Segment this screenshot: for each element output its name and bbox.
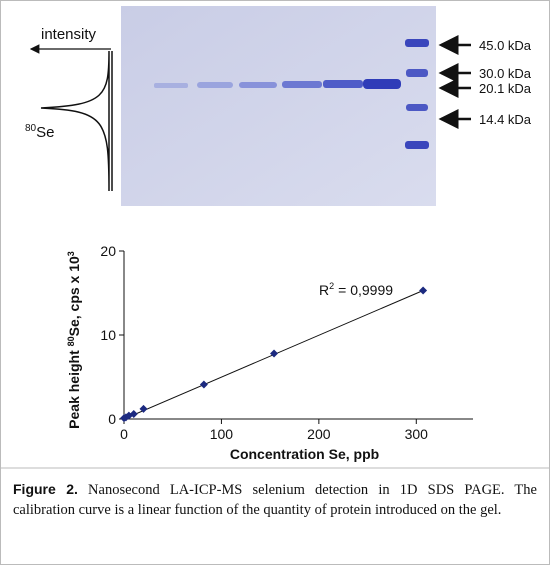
calibration-chart: 0 100 200 300 0 10 20 Concentration Se, ppb Peak… [66, 243, 473, 462]
signal-profile [40, 50, 113, 192]
data-point [270, 349, 279, 358]
marker-label: 14.4 kDa [479, 112, 532, 127]
data-point [129, 409, 138, 418]
y-axis-label-part: 80 [66, 336, 76, 346]
x-tick-label: 0 [120, 426, 128, 442]
caption: Figure 2. Nanosecond LA-ICP-MS selenium … [13, 479, 537, 520]
annotation: R2 = 0,9999 [319, 281, 393, 298]
annotation-part: 2 [329, 281, 334, 291]
data-point [199, 380, 208, 389]
marker-label: 20.1 kDa [479, 81, 532, 96]
gel-image [121, 6, 436, 206]
x-tick-label: 300 [405, 426, 429, 442]
marker-label: 45.0 kDa [479, 38, 532, 53]
y-tick-label: 20 [100, 243, 116, 259]
intensity-label: intensity [41, 26, 97, 43]
data-point [121, 413, 130, 422]
y-tick-label: 0 [108, 411, 116, 427]
y-axis-label: Peak height 80Se, cps x 103 [66, 251, 82, 429]
x-tick-label: 200 [307, 426, 331, 442]
data-point [139, 404, 148, 413]
marker-label: 30.0 kDa [479, 66, 532, 81]
caption-label: Figure 2. [13, 481, 78, 497]
isotope-label: 80Se [25, 123, 54, 141]
x-tick-label: 100 [210, 426, 234, 442]
annotation-part: R [319, 282, 329, 298]
caption-text: Nanosecond LA-ICP-MS selenium detection … [13, 482, 537, 518]
figure-graphics: 45.0 kDa 30.0 kDa 20.1 kDa 14.4 kDa inte… [1, 6, 549, 469]
data-point [419, 286, 428, 295]
marker-arrows [438, 35, 471, 129]
y-tick-label: 10 [100, 327, 116, 343]
y-axis-label-part: 3 [66, 251, 76, 256]
annotation-part: = 0,9999 [338, 282, 393, 298]
y-axis-label-part: Peak height [66, 346, 82, 428]
y-axis-label-part: Se, cps x 10 [66, 256, 82, 336]
x-axis-label: Concentration Se, ppb [230, 446, 379, 462]
gel-bands [154, 39, 429, 149]
